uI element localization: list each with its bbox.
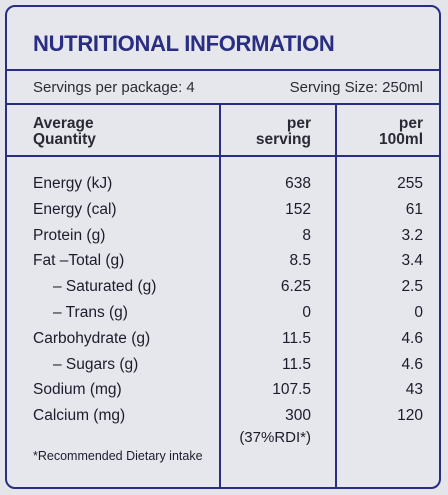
header-per-serving: per serving: [255, 115, 311, 148]
value-per-serving: 638: [285, 175, 311, 192]
nutrition-panel: NUTRITIONAL INFORMATION Servings per pac…: [5, 5, 441, 489]
value-per-100ml: 4.6: [401, 355, 423, 373]
serving-size: Serving Size: 250ml: [289, 79, 423, 96]
value-per-100ml: 0: [414, 303, 423, 321]
value-per-serving: 11.5: [281, 329, 311, 347]
header-per-100ml: per 100ml: [379, 115, 423, 148]
table-row: Protein (g) 8 3.2: [7, 225, 439, 251]
table-row: Sodium (mg) 107.5 43: [7, 379, 439, 405]
value-per-serving: 0: [302, 303, 311, 321]
value-per-100ml: 43: [405, 381, 423, 399]
nutrient-name: Energy (kJ): [33, 175, 113, 192]
value-per-100ml: 255: [397, 175, 423, 192]
table-row: Carbohydrate (g) 11.5 4.6: [7, 328, 439, 354]
table-row: – Trans (g) 0 0: [7, 302, 439, 328]
rdi-note: (37%RDI*): [239, 429, 311, 446]
column-divider: [219, 105, 221, 487]
value-per-100ml: 4.6: [401, 329, 423, 347]
nutrient-name: – Saturated (g): [53, 278, 157, 296]
table-row: – Saturated (g) 6.25 2.5: [7, 276, 439, 302]
nutrient-name: – Sugars (g): [53, 355, 139, 373]
value-per-100ml: 120: [397, 407, 423, 425]
value-per-serving: 8: [302, 226, 311, 244]
table-row: – Sugars (g) 11.5 4.6: [7, 354, 439, 380]
header-average-quantity: Average Quantity: [33, 115, 96, 148]
value-per-serving: 300: [285, 407, 311, 425]
servings-per-package: Servings per package: 4: [33, 79, 195, 96]
panel-title: NUTRITIONAL INFORMATION: [7, 7, 439, 71]
nutrient-name: – Trans (g): [53, 303, 128, 321]
value-per-serving: 152: [285, 200, 311, 218]
nutrient-name: Fat –Total (g): [33, 252, 125, 270]
table-row: Fat –Total (g) 8.5 3.4: [7, 250, 439, 276]
nutrient-name: Carbohydrate (g): [33, 329, 151, 347]
nutrient-name: Calcium (mg): [33, 407, 126, 425]
value-per-serving: 107.5: [272, 381, 311, 399]
nutrient-name: Energy (cal): [33, 200, 117, 218]
servings-row: Servings per package: 4 Serving Size: 25…: [7, 71, 439, 105]
column-divider: [335, 105, 337, 487]
value-per-serving: 6.25: [280, 278, 311, 296]
table-row: Calcium (mg) 300 120: [7, 405, 439, 431]
value-per-serving: 8.5: [289, 252, 311, 270]
nutrient-name: Sodium (mg): [33, 381, 122, 399]
table-row: Energy (cal) 152 61: [7, 199, 439, 225]
value-per-100ml: 3.4: [401, 252, 423, 270]
table-row: Energy (kJ) 638 255: [7, 173, 439, 199]
footnote: *Recommended Dietary intake: [33, 449, 203, 463]
value-per-100ml: 3.2: [401, 226, 423, 244]
nutrient-name: Protein (g): [33, 226, 106, 244]
value-per-100ml: 61: [405, 200, 423, 218]
value-per-serving: 11.5: [281, 355, 311, 373]
nutrient-rows: Energy (kJ) 638 255 Energy (cal) 152 61 …: [7, 173, 439, 431]
value-per-100ml: 2.5: [401, 278, 423, 296]
table-header: Average Quantity per serving per 100ml: [7, 105, 439, 157]
